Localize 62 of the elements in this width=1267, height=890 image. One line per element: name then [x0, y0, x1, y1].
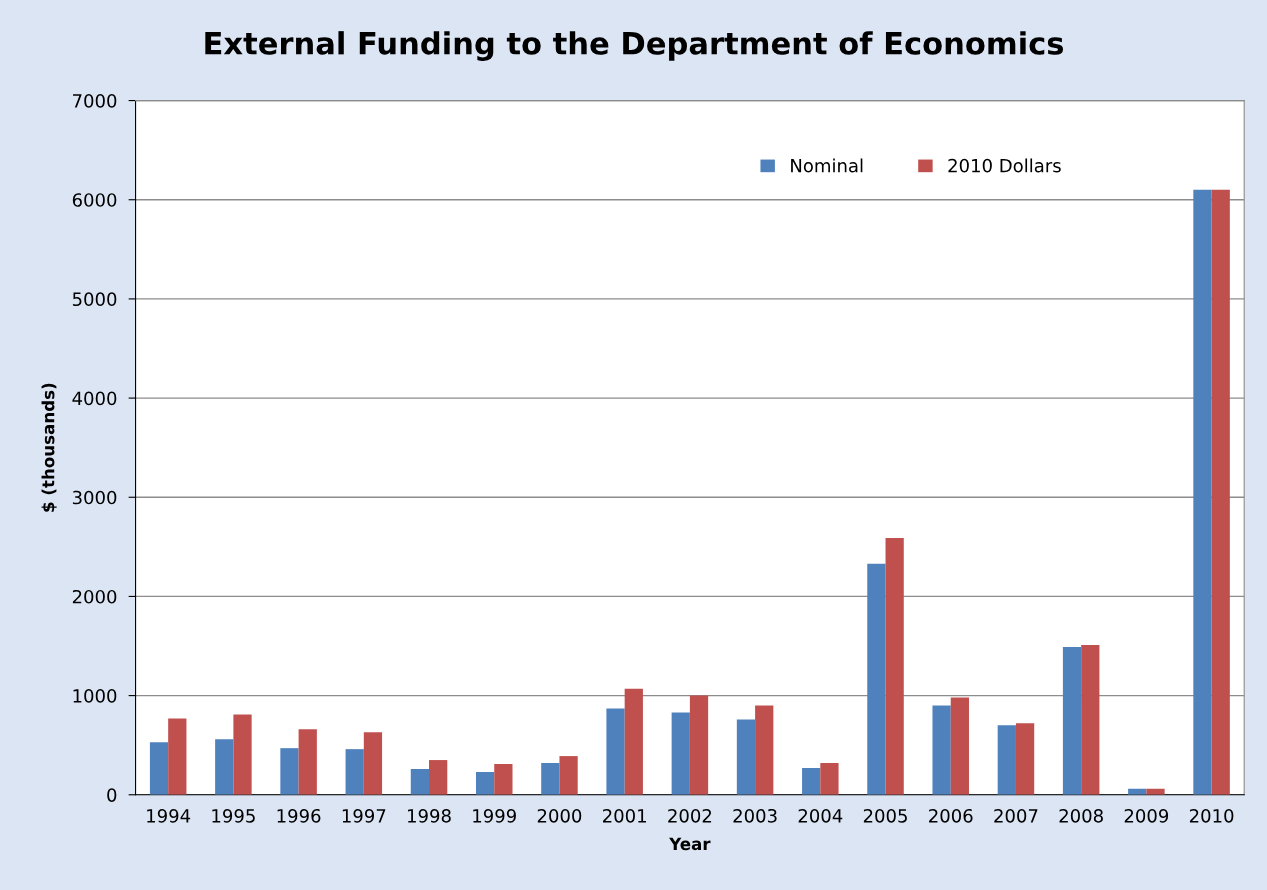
bar: [689, 695, 709, 795]
bar: [215, 739, 234, 795]
y-tick-label: 5000: [72, 292, 117, 307]
bar: [885, 537, 904, 795]
bar: [997, 725, 1016, 795]
bar: [410, 768, 430, 795]
x-tick-label: 2006: [929, 808, 973, 823]
x-tick-label: 2004: [798, 808, 843, 823]
bar: [298, 729, 317, 795]
bar: [671, 712, 690, 795]
x-tick-label: 2005: [863, 808, 907, 823]
x-tick-label: 2003: [733, 808, 777, 823]
bar: [624, 688, 643, 795]
bar: [606, 708, 625, 795]
chart-title: External Funding to the Department of Economics: [205, 31, 1064, 61]
y-tick-label: 0: [107, 788, 117, 802]
legend-label: 2010 Dollars: [948, 158, 1061, 173]
x-tick-label: 1994: [147, 808, 191, 823]
y-tick-label: 4000: [72, 391, 117, 406]
x-tick-label: 2002: [668, 808, 712, 823]
y-tick-label: 1000: [73, 689, 117, 703]
x-tick-label: 2009: [1124, 808, 1169, 823]
x-tick-label: 1999: [473, 808, 516, 823]
bar: [559, 756, 578, 795]
bar: [1015, 723, 1035, 795]
x-tick-label: 2010: [1189, 808, 1234, 823]
bar: [280, 748, 299, 795]
x-tick-label: 1995: [212, 808, 255, 823]
y-tick-label: 3000: [72, 490, 117, 505]
x-tick-label: 1996: [277, 808, 321, 823]
y-axis-title: $ (thousands): [41, 383, 57, 512]
bar: [820, 763, 839, 795]
y-tick-label: 6000: [72, 193, 117, 207]
x-tick-label: 2007: [994, 808, 1038, 823]
bar: [541, 763, 560, 795]
bar: [802, 767, 821, 795]
x-tick-label: 2008: [1059, 808, 1103, 823]
x-axis-title: Year: [669, 837, 711, 851]
bar: [1211, 189, 1230, 795]
bar: [736, 719, 756, 795]
bar: [1081, 645, 1100, 795]
legend-label: Nominal: [791, 158, 863, 173]
bar: [867, 563, 886, 795]
bar: [429, 760, 448, 795]
bar: [233, 714, 252, 795]
bar: [755, 705, 774, 795]
x-tick-label: 1998: [408, 808, 451, 823]
y-tick-label: 7000: [73, 94, 117, 108]
y-tick-label: 2000: [72, 589, 117, 604]
bar: [363, 732, 383, 795]
x-tick-label: 2001: [603, 808, 646, 823]
bar: [1193, 189, 1212, 795]
bar: [168, 718, 187, 795]
bar: [475, 771, 495, 795]
bar: [345, 749, 364, 795]
bar: [494, 764, 513, 795]
bar: [932, 705, 951, 795]
x-tick-label: 2000: [537, 808, 582, 823]
bar: [149, 742, 169, 795]
x-tick-label: 1997: [342, 808, 386, 823]
bar: [950, 697, 969, 795]
bar: [1062, 647, 1082, 795]
